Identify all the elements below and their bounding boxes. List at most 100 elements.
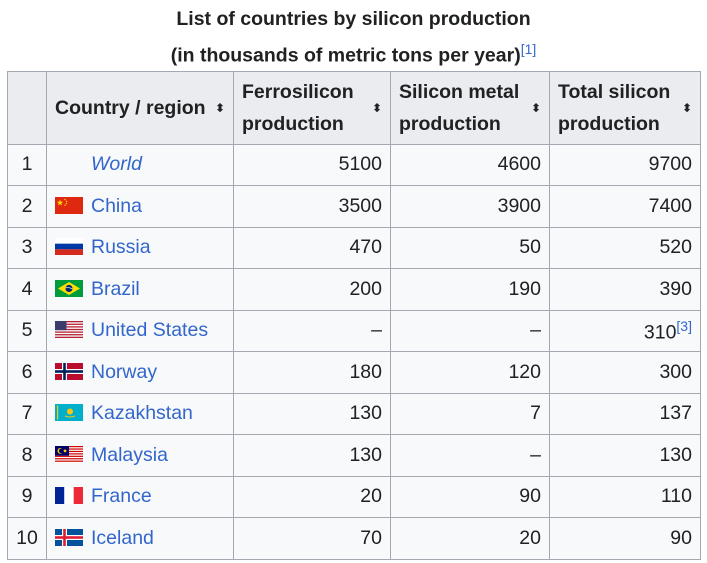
ferrosilicon-cell: 5100 [233, 143, 391, 186]
total-silicon-cell: 310[3] [549, 309, 701, 352]
ferrosilicon-cell: 130 [233, 434, 391, 477]
country-cell: Russia [46, 226, 234, 269]
caption-line-2: (in thousands of metric tons per year)[1… [0, 34, 707, 71]
total-silicon-cell: 137 [549, 392, 701, 435]
country-header-label: Country / region [55, 96, 206, 119]
sort-icon[interactable]: ⬍ [214, 100, 225, 115]
silicon-metal-cell: 90 [390, 475, 550, 518]
table-row: 4 Brazil 200 190 390 [7, 268, 701, 311]
rank-header [7, 70, 47, 145]
country-cell: United States [46, 309, 234, 352]
rank-cell: 2 [7, 185, 47, 228]
rank-cell: 8 [7, 434, 47, 477]
country-link[interactable]: Brazil [91, 277, 140, 300]
total-silicon-cell: 9700 [549, 143, 701, 186]
sort-icon[interactable]: ⬍ [530, 100, 541, 115]
total-silicon-cell: 130 [549, 434, 701, 477]
country-cell: Malaysia [46, 434, 234, 477]
iceland-flag-icon [55, 528, 83, 546]
silicon-metal-cell: 7 [390, 392, 550, 435]
caption-reference-link[interactable]: [1] [520, 41, 537, 57]
ferrosilicon-cell: 200 [233, 268, 391, 311]
rank-cell: 3 [7, 226, 47, 269]
silicon-metal-cell: 3900 [390, 185, 550, 228]
country-cell: Norway [46, 351, 234, 394]
country-cell: World [46, 143, 234, 186]
total-value: 7400 [648, 194, 692, 217]
country-link[interactable]: Kazakhstan [91, 402, 193, 425]
table-row: 9 France 20 90 110 [7, 475, 701, 518]
rank-cell: 6 [7, 351, 47, 394]
total-value: 520 [659, 236, 692, 259]
country-header[interactable]: Country / region ⬍ [46, 70, 234, 145]
rank-cell: 4 [7, 268, 47, 311]
table-row: 6 Norway 180 120 300 [7, 351, 701, 394]
total-value: 390 [659, 277, 692, 300]
total-silicon-cell: 110 [549, 475, 701, 518]
total-value: 9700 [648, 153, 692, 176]
sort-icon[interactable]: ⬍ [681, 100, 692, 115]
table-caption: List of countries by silicon production … [0, 0, 707, 71]
total-silicon-cell: 390 [549, 268, 701, 311]
table-row: 8 Malaysia 130 – 130 [7, 434, 701, 477]
rank-cell: 7 [7, 392, 47, 435]
country-link[interactable]: Malaysia [91, 443, 168, 466]
ferrosilicon-cell: 70 [233, 517, 391, 560]
total-value: 130 [659, 443, 692, 466]
silicon-production-table: Country / region ⬍ Ferrosilicon productio… [7, 70, 701, 560]
rank-cell: 5 [7, 309, 47, 352]
china-flag-icon [55, 196, 83, 214]
total-silicon-header-label: Total silicon production [558, 80, 671, 135]
silicon-metal-header[interactable]: Silicon metal production ⬍ [390, 70, 550, 145]
table-row: 1 World 5100 4600 9700 [7, 143, 701, 186]
sort-icon[interactable]: ⬍ [371, 100, 382, 115]
total-silicon-cell: 300 [549, 351, 701, 394]
ferrosilicon-cell: 180 [233, 351, 391, 394]
silicon-metal-cell: 120 [390, 351, 550, 394]
total-silicon-cell: 520 [549, 226, 701, 269]
country-link[interactable]: Norway [91, 360, 158, 383]
table-row: 10 Iceland 70 20 90 [7, 517, 701, 560]
silicon-metal-cell: – [390, 309, 550, 352]
france-flag-icon [55, 487, 83, 505]
norway-flag-icon [55, 362, 83, 380]
country-cell: Iceland [46, 517, 234, 560]
usa-flag-icon [55, 321, 83, 339]
country-cell: Kazakhstan [46, 392, 234, 435]
total-value: 90 [670, 526, 692, 549]
table-row: 7 Kazakhstan 130 7 137 [7, 392, 701, 435]
total-silicon-cell: 7400 [549, 185, 701, 228]
total-value: 300 [659, 360, 692, 383]
country-link[interactable]: China [91, 194, 142, 217]
country-link[interactable]: France [91, 485, 152, 508]
ferrosilicon-header-label: Ferrosilicon production [242, 80, 354, 135]
ferrosilicon-cell: 470 [233, 226, 391, 269]
table-row: 3 Russia 470 50 520 [7, 226, 701, 269]
silicon-metal-cell: 4600 [390, 143, 550, 186]
ferrosilicon-header[interactable]: Ferrosilicon production ⬍ [233, 70, 391, 145]
country-link[interactable]: World [91, 153, 142, 176]
silicon-metal-cell: 20 [390, 517, 550, 560]
table-header-row: Country / region ⬍ Ferrosilicon productio… [7, 70, 701, 145]
total-value: 310 [643, 321, 677, 343]
total-value: 110 [660, 485, 692, 508]
flag-placeholder [55, 155, 83, 172]
silicon-metal-header-label: Silicon metal production [399, 80, 520, 135]
brazil-flag-icon [55, 279, 83, 297]
rank-cell: 9 [7, 475, 47, 518]
caption-subtitle: (in thousands of metric tons per year) [170, 44, 521, 67]
country-cell: Brazil [46, 268, 234, 311]
rank-cell: 10 [7, 517, 47, 560]
rank-cell: 1 [7, 143, 47, 186]
country-cell: China [46, 185, 234, 228]
country-link[interactable]: United States [91, 319, 209, 342]
total-silicon-cell: 90 [549, 517, 701, 560]
reference-link[interactable]: [3] [676, 317, 692, 334]
table-body: 1 World 5100 4600 9700 2 China 3500 3900… [7, 143, 701, 560]
russia-flag-icon [55, 238, 83, 256]
total-silicon-header[interactable]: Total silicon production ⬍ [549, 70, 701, 145]
table-row: 5 United States – – 310[3] [7, 309, 701, 352]
ferrosilicon-cell: 3500 [233, 185, 391, 228]
country-link[interactable]: Russia [91, 236, 151, 259]
country-link[interactable]: Iceland [91, 526, 154, 549]
